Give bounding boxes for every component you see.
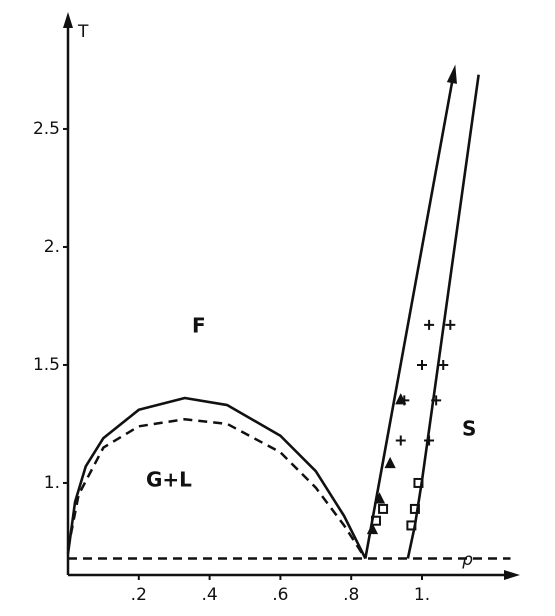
y-tick-label: 1.5 — [33, 355, 60, 375]
y-tick-label: 2.5 — [33, 119, 60, 139]
y-tick-label: 1. — [44, 473, 60, 493]
triangle-marker — [366, 522, 379, 535]
x-tick-label: .2 — [131, 585, 147, 605]
y-tick-label: 2. — [44, 237, 60, 257]
plus-marker — [424, 319, 435, 330]
x-axis-label: ρ — [462, 550, 473, 570]
square-marker — [370, 515, 381, 526]
plus-marker — [431, 395, 442, 406]
curve — [406, 74, 480, 559]
arrow-head — [446, 64, 457, 84]
plus-marker — [417, 359, 427, 370]
region-label: S — [462, 417, 476, 441]
axes — [63, 12, 520, 580]
x-tick-label: .8 — [343, 585, 359, 605]
curve — [66, 417, 367, 560]
plus-marker — [424, 435, 435, 446]
square-marker — [406, 520, 417, 531]
plus-marker — [438, 359, 449, 370]
y-axis-label: T — [77, 22, 89, 42]
triangle-marker — [373, 492, 386, 504]
plus-marker — [395, 435, 406, 446]
square-marker — [413, 477, 424, 488]
triangle-marker — [395, 393, 407, 405]
curve — [66, 396, 367, 560]
curve — [364, 72, 456, 559]
region-label: G+L — [146, 468, 192, 492]
triangle-marker — [384, 456, 396, 469]
square-marker — [409, 503, 420, 514]
x-tick-label: .4 — [201, 585, 217, 605]
square-marker — [378, 503, 389, 514]
plus-marker — [445, 319, 456, 330]
x-tick-label: 1. — [414, 585, 430, 605]
region-label: F — [192, 314, 206, 338]
x-tick-label: .6 — [272, 585, 288, 605]
